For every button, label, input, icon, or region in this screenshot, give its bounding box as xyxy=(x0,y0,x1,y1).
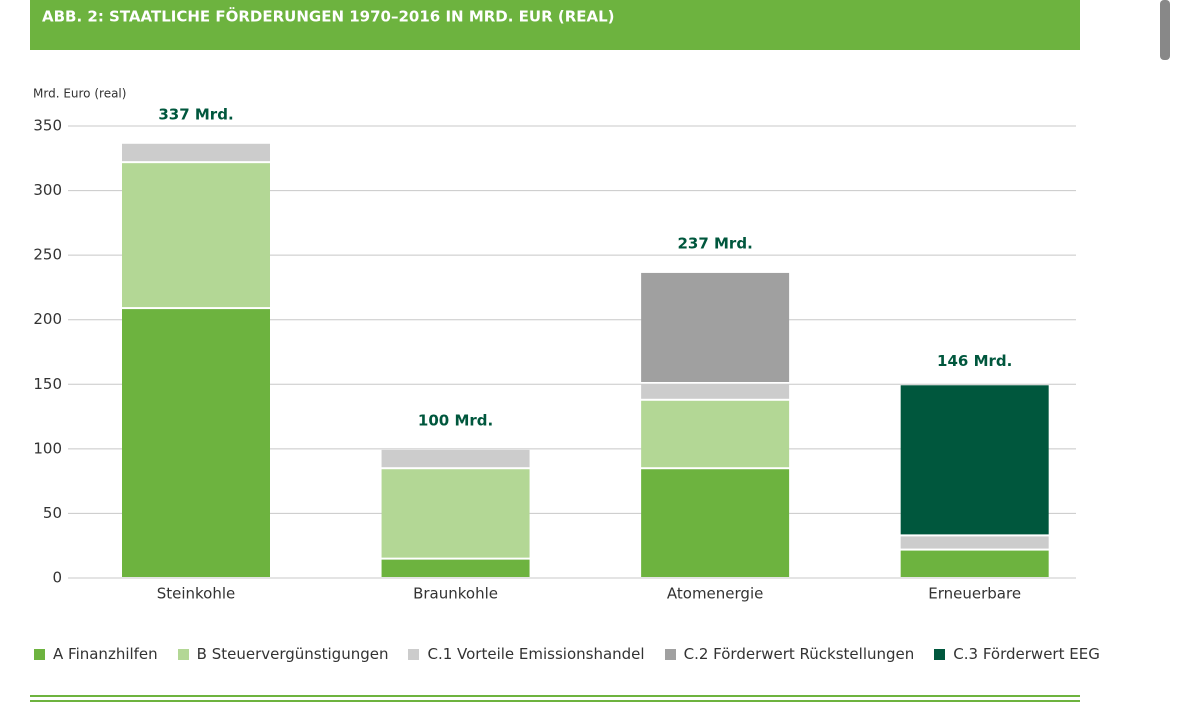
legend-label: A Finanzhilfen xyxy=(53,645,158,663)
legend-swatch xyxy=(34,648,45,660)
legend-item: C.1 Vorteile Emissionshandel xyxy=(408,645,645,663)
total-label: 100 Mrd. xyxy=(418,411,493,429)
y-tick-label: 300 xyxy=(33,181,62,199)
bar-segment xyxy=(381,469,530,558)
y-tick-label: 150 xyxy=(33,375,62,393)
y-tick-label: 350 xyxy=(33,117,62,135)
legend: A Finanzhilfen B Steuervergünstigungen C.1… xyxy=(34,645,1100,663)
legend-item: B Steuervergünstigungen xyxy=(177,645,389,663)
legend-swatch xyxy=(664,648,676,660)
legend-label: C.2 Förderwert Rückstellungen xyxy=(683,645,915,663)
bar-segment xyxy=(641,383,790,399)
legend-item: A Finanzhilfen xyxy=(34,645,158,663)
bar-segment xyxy=(381,449,530,468)
scrollbar[interactable] xyxy=(1160,0,1170,60)
bar-segment xyxy=(900,550,1049,577)
bar-segment xyxy=(122,163,270,308)
header-bar xyxy=(30,0,1080,50)
total-label: 237 Mrd. xyxy=(677,234,752,252)
y-tick-label: 250 xyxy=(33,246,62,264)
y-tick-label: 0 xyxy=(52,569,62,587)
total-label: 146 Mrd. xyxy=(937,352,1012,370)
legend-swatch xyxy=(177,648,189,660)
x-tick-label: Atomenergie xyxy=(667,585,763,603)
chart-title: ABB. 2: STAATLICHE FÖRDERUNGEN 1970–2016… xyxy=(42,7,615,26)
y-tick-label: 200 xyxy=(33,310,62,328)
bar-segment xyxy=(122,143,270,162)
legend-label: C.1 Vorteile Emissionshandel xyxy=(427,645,645,663)
bar-segment xyxy=(641,400,790,468)
x-tick-label: Braunkohle xyxy=(413,585,498,603)
legend-item: C.2 Förderwert Rückstellungen xyxy=(664,645,915,663)
legend-swatch xyxy=(408,648,420,660)
bar-segment xyxy=(122,309,270,577)
x-tick-label: Steinkohle xyxy=(157,585,236,603)
y-tick-label: 50 xyxy=(43,504,62,522)
legend-label: B Steuervergünstigungen xyxy=(196,645,389,663)
total-label: 337 Mrd. xyxy=(158,105,233,123)
bar-segment xyxy=(641,272,790,382)
y-tick-label: 100 xyxy=(33,439,62,457)
legend-item: C.3 Förderwert EEG xyxy=(934,645,1100,663)
bar-segment xyxy=(900,536,1049,549)
x-tick-label: Erneuerbare xyxy=(928,585,1021,603)
bar-segment xyxy=(381,559,530,577)
legend-swatch xyxy=(934,648,946,660)
bar-segment xyxy=(900,385,1049,535)
y-axis-label: Mrd. Euro (real) xyxy=(33,87,126,101)
bar-segment xyxy=(641,469,790,577)
legend-label: C.3 Förderwert EEG xyxy=(953,645,1100,663)
